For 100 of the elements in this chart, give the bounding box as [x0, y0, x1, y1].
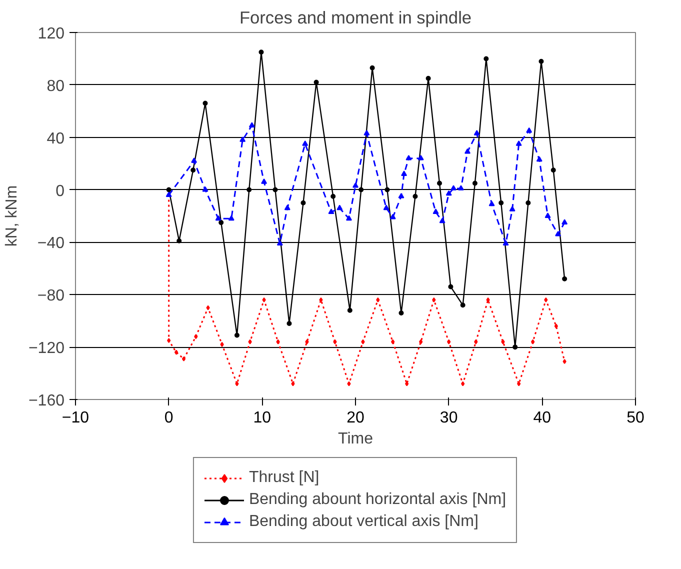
- point: [248, 339, 252, 344]
- point: [182, 356, 186, 362]
- point: [406, 154, 412, 160]
- point: [498, 200, 504, 206]
- point: [333, 339, 337, 344]
- x-axis-title: Time: [338, 430, 374, 448]
- point: [544, 297, 548, 302]
- point: [328, 208, 334, 214]
- x-tick-label: 40: [533, 410, 552, 426]
- point: [272, 187, 278, 192]
- y-tick-label: −40: [37, 235, 65, 252]
- point: [484, 56, 489, 62]
- point: [347, 381, 351, 386]
- point: [531, 339, 535, 344]
- point: [390, 214, 396, 220]
- point: [202, 186, 208, 192]
- x-tick-label: 0: [164, 410, 174, 426]
- point: [526, 200, 531, 206]
- point: [562, 358, 566, 364]
- point: [286, 320, 292, 326]
- point: [384, 187, 390, 192]
- point: [206, 305, 210, 310]
- point: [215, 215, 222, 221]
- point: [474, 339, 478, 344]
- point: [526, 127, 532, 133]
- point: [516, 140, 522, 146]
- point: [218, 220, 224, 226]
- point: [352, 182, 358, 188]
- legend-label: Bending abount horizontal axis [Nm]: [248, 491, 506, 509]
- point: [460, 302, 466, 308]
- point: [167, 338, 171, 344]
- point: [166, 192, 172, 197]
- point: [191, 158, 198, 163]
- point: [461, 381, 465, 386]
- x-tick-label: −10: [62, 410, 90, 426]
- chart-title: Forces and moment in spindle: [239, 8, 472, 28]
- point: [447, 339, 451, 344]
- point: [391, 339, 395, 344]
- point: [376, 297, 380, 302]
- x-tick-label: 50: [626, 410, 644, 426]
- point: [258, 50, 264, 55]
- point: [246, 187, 252, 192]
- point: [432, 208, 439, 214]
- x-tick-label: 30: [440, 410, 458, 426]
- point: [364, 130, 370, 136]
- point: [248, 122, 255, 128]
- point: [437, 180, 442, 186]
- point: [261, 178, 268, 184]
- point: [346, 215, 352, 221]
- point: [555, 230, 562, 236]
- point: [509, 206, 516, 212]
- point: [358, 187, 364, 192]
- point: [446, 190, 452, 196]
- point: [276, 240, 283, 246]
- y-tick-label: 120: [38, 26, 65, 42]
- point: [562, 276, 568, 282]
- point: [240, 136, 246, 142]
- point: [405, 381, 409, 386]
- point: [383, 204, 390, 210]
- point: [262, 297, 266, 302]
- point: [276, 339, 280, 344]
- point: [488, 200, 495, 206]
- point: [302, 140, 308, 146]
- y-tick-label: −80: [37, 288, 65, 305]
- x-tick-label: 10: [253, 410, 272, 426]
- y-tick-label: −160: [28, 392, 65, 410]
- point: [432, 297, 436, 302]
- point: [319, 297, 323, 302]
- point: [194, 334, 198, 340]
- point: [305, 339, 309, 344]
- point: [202, 100, 208, 106]
- point: [474, 130, 480, 136]
- point: [419, 339, 423, 344]
- point: [361, 339, 365, 344]
- y-tick-label: −120: [28, 340, 65, 358]
- point: [398, 192, 404, 198]
- point: [450, 185, 456, 190]
- point: [550, 168, 556, 173]
- point: [472, 180, 478, 186]
- point: [370, 65, 375, 70]
- point: [538, 58, 544, 64]
- legend-label: Bending about vertical axis [Nm]: [248, 513, 478, 531]
- point: [398, 310, 404, 316]
- point: [486, 297, 490, 302]
- point: [234, 332, 240, 338]
- point: [336, 204, 343, 210]
- point: [228, 215, 234, 221]
- point: [448, 284, 454, 290]
- point: [291, 381, 295, 386]
- y-tick-label: 0: [56, 182, 65, 200]
- x-tick-label: 20: [346, 410, 364, 426]
- point: [284, 204, 290, 210]
- point: [502, 240, 509, 246]
- y-tick-label: 80: [46, 78, 65, 95]
- point: [544, 212, 551, 218]
- y-axis-title: kN, kNm: [3, 185, 20, 247]
- point: [501, 339, 505, 344]
- point: [512, 344, 518, 350]
- point: [220, 342, 224, 347]
- y-tick-label: 40: [46, 130, 65, 148]
